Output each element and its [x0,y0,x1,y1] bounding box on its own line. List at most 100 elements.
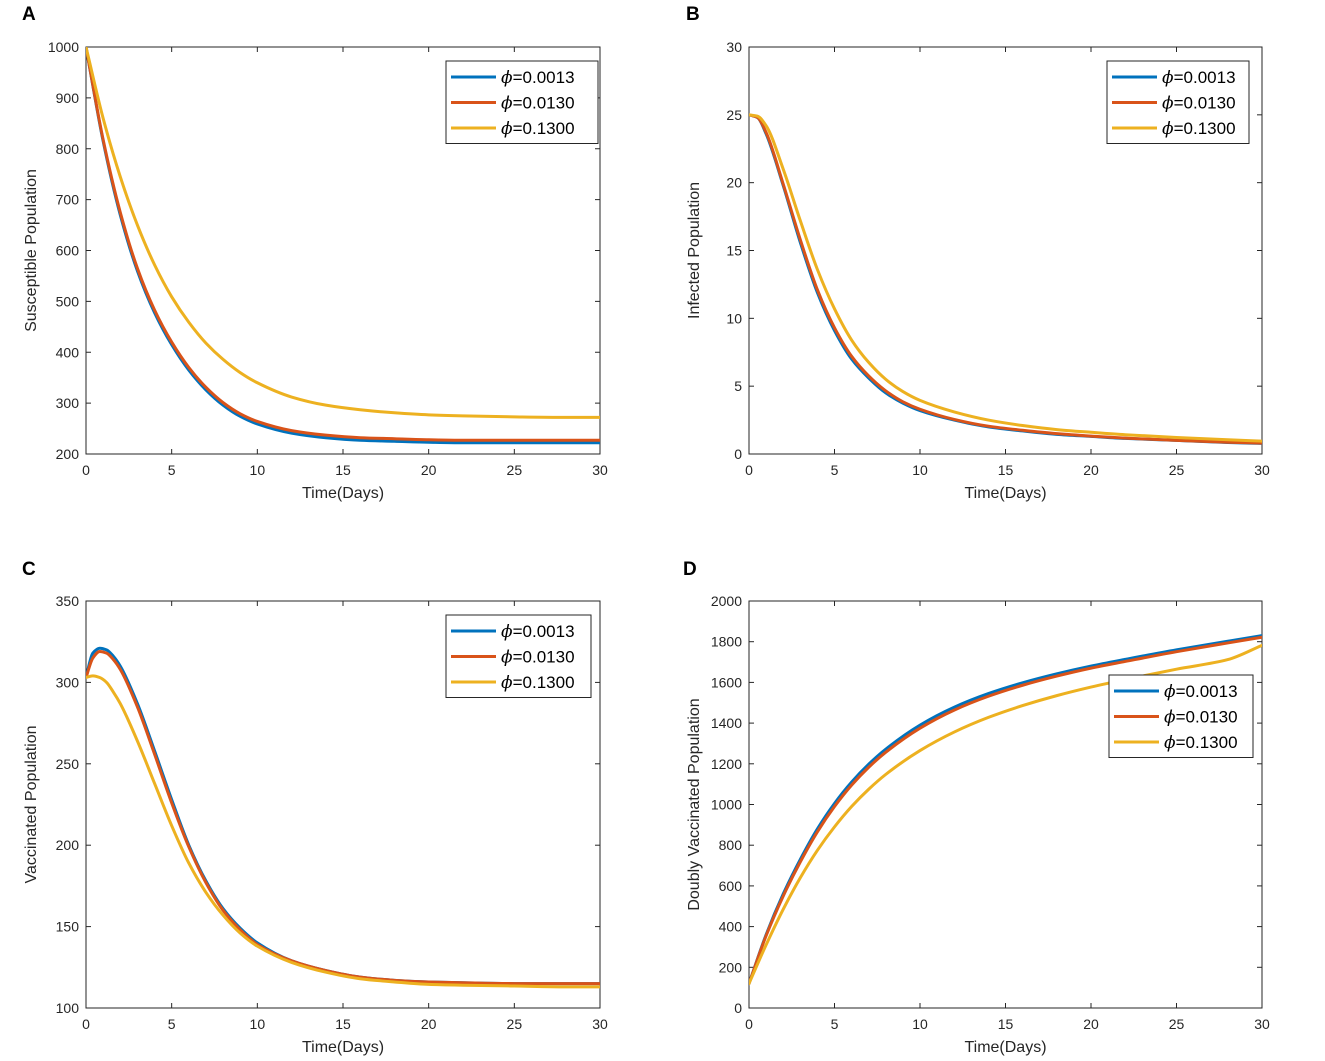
y-tick-label: 300 [56,395,80,411]
series-line-3 [86,47,600,419]
x-axis-title: Time(Days) [964,485,1046,502]
phi-symbol: ϕ [1162,119,1174,139]
y-axis-title: Infected Population [686,182,703,319]
y-tick-label: 200 [56,446,80,462]
phi-symbol: ϕ [1164,733,1176,753]
legend-value: =0.0130 [513,94,575,113]
y-tick-label: 400 [56,344,80,360]
legend-value: =0.0013 [513,68,575,87]
legend-label-1: ϕ=0.0013 [1164,682,1238,702]
y-tick-label: 0 [734,446,742,462]
legend-label-3: ϕ=0.1300 [501,119,575,139]
x-tick-label: 0 [745,1016,753,1032]
x-tick-label: 10 [912,1016,928,1032]
legend-label-2: ϕ=0.0130 [501,648,575,668]
y-tick-label: 500 [56,293,80,309]
x-tick-label: 30 [1254,1016,1270,1032]
y-tick-label: 900 [56,90,80,106]
phi-symbol: ϕ [501,673,513,693]
panel-a: A 0 5 10 15 20 25 30 200 300 400 500 600 700 800 900 10… [22,4,608,502]
x-tick-label: 0 [82,462,90,478]
x-axis-title: Time(Days) [302,1039,384,1056]
x-tick-label: 25 [1169,1016,1185,1032]
panel-letter-d: D [683,559,697,580]
y-tick-label: 1800 [711,634,742,650]
phi-symbol: ϕ [501,68,513,88]
phi-symbol: ϕ [501,119,513,139]
y-tick-label: 1200 [711,756,742,772]
y-tick-label: 200 [719,959,743,975]
y-axis-title: Vaccinated Population [23,725,40,883]
series-line-3 [86,674,600,989]
legend-label-3: ϕ=0.1300 [1162,119,1236,139]
y-tick-label: 15 [726,243,742,259]
x-tick-label: 30 [1254,462,1270,478]
legend-value: =0.0013 [513,622,575,641]
x-tick-label: 25 [1169,462,1185,478]
x-tick-label: 5 [831,1016,839,1032]
phi-symbol: ϕ [1164,682,1176,702]
y-tick-label: 800 [719,837,743,853]
series-line-2 [86,47,600,442]
legend-value: =0.0130 [513,648,575,667]
x-tick-label: 25 [507,462,523,478]
x-tick-label: 20 [421,1016,437,1032]
panel-b: B 0 5 10 15 20 25 30 0 5 10 15 20 25 30 Time(Days) Infe… [686,4,1270,502]
x-tick-label: 15 [998,1016,1014,1032]
legend-value: =0.1300 [1176,733,1238,752]
legend-label-2: ϕ=0.0130 [501,94,575,114]
x-tick-label: 20 [1083,1016,1099,1032]
chart-c: 0 5 10 15 20 25 30 100 150 200 250 300 350 Time(Days)… [23,593,608,1056]
y-tick-label: 0 [734,1000,742,1016]
x-tick-label: 30 [592,1016,608,1032]
axes-box [748,600,1263,1009]
y-tick-label: 600 [56,243,80,259]
x-tick-label: 10 [912,462,928,478]
y-axis-title: Susceptible Population [23,169,40,332]
x-tick-label: 15 [335,462,351,478]
series-line-1 [86,646,600,986]
y-tick-label: 250 [56,756,80,772]
x-tick-label: 10 [250,1016,266,1032]
y-tick-label: 150 [56,919,80,935]
y-tick-label: 1000 [711,797,742,813]
y-tick-label: 30 [726,39,742,55]
y-tick-label: 1600 [711,674,742,690]
x-axis-title: Time(Days) [302,485,384,502]
x-tick-label: 5 [168,1016,176,1032]
legend-label-2: ϕ=0.0130 [1162,94,1236,114]
chart-d: 0 5 10 15 20 25 30 0 200 400 600 800 1000 1200 1400 160… [686,593,1270,1056]
y-axis-title: Doubly Vaccinated Population [686,698,703,910]
panel-c: C 0 5 10 15 20 25 30 100 150 200 250 300 350 Time(Day… [22,559,608,1056]
x-tick-label: 20 [1083,462,1099,478]
x-axis-title: Time(Days) [964,1039,1046,1056]
phi-symbol: ϕ [1162,94,1174,114]
series-line-2 [749,635,1262,986]
x-tick-label: 0 [745,462,753,478]
legend-value: =0.0130 [1174,94,1236,113]
y-tick-label: 350 [56,593,80,609]
panel-letter-c: C [22,559,36,580]
x-tick-label: 20 [421,462,437,478]
phi-symbol: ϕ [501,94,513,114]
legend-value: =0.0130 [1176,708,1238,727]
legend-value: =0.0013 [1174,68,1236,87]
phi-symbol: ϕ [501,648,513,668]
legend-label-3: ϕ=0.1300 [1164,733,1238,753]
y-tick-label: 200 [56,837,80,853]
x-tick-label: 5 [168,462,176,478]
x-tick-label: 15 [998,462,1014,478]
legend-label-3: ϕ=0.1300 [501,673,575,693]
series-line-2 [749,113,1262,445]
y-tick-label: 400 [719,919,743,935]
series-line-3 [749,113,1262,443]
panel-letter-a: A [22,4,36,25]
legend-label-1: ϕ=0.0013 [1162,68,1236,88]
chart-b: 0 5 10 15 20 25 30 0 5 10 15 20 25 30 Time(Days) Infect… [686,39,1270,502]
legend-value: =0.0013 [1176,682,1238,701]
